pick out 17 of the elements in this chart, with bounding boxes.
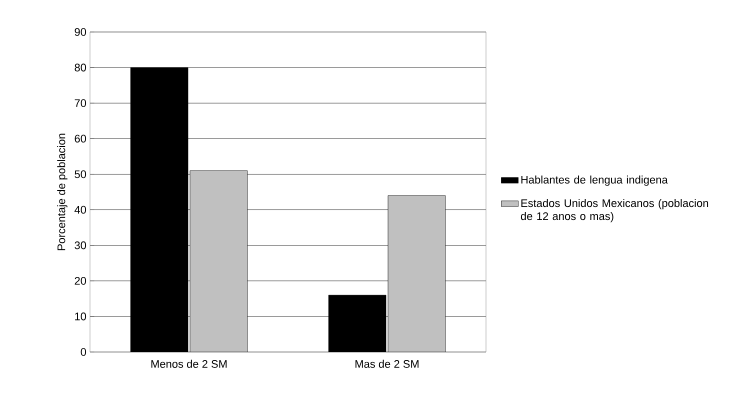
y-tick-label: 60	[74, 134, 86, 143]
y-tick-label: 10	[75, 312, 86, 320]
y-tick-label: 40	[74, 206, 86, 214]
y-tick-label: 30	[74, 241, 86, 250]
bar	[190, 170, 248, 352]
legend-label: Estados Unidos Mexicanos (poblacion de 12 anos o mas)	[520, 198, 708, 222]
legend-label: Hablantes de lengua indigena	[521, 176, 668, 186]
y-tick-label: 0	[80, 348, 86, 356]
y-tick-label: 80	[74, 64, 86, 72]
y-tick-label: 20	[74, 276, 86, 285]
y-axis-title: Porcentaje de poblacion	[57, 134, 68, 250]
y-tick-label: 90	[74, 28, 86, 36]
y-tick-label: 50	[74, 170, 86, 178]
x-tick-label: Menos de 2 SM	[151, 360, 227, 368]
bar	[388, 195, 446, 352]
y-tick-label: 70	[74, 99, 86, 108]
x-tick-label: Mas de 2 SM	[356, 360, 418, 368]
